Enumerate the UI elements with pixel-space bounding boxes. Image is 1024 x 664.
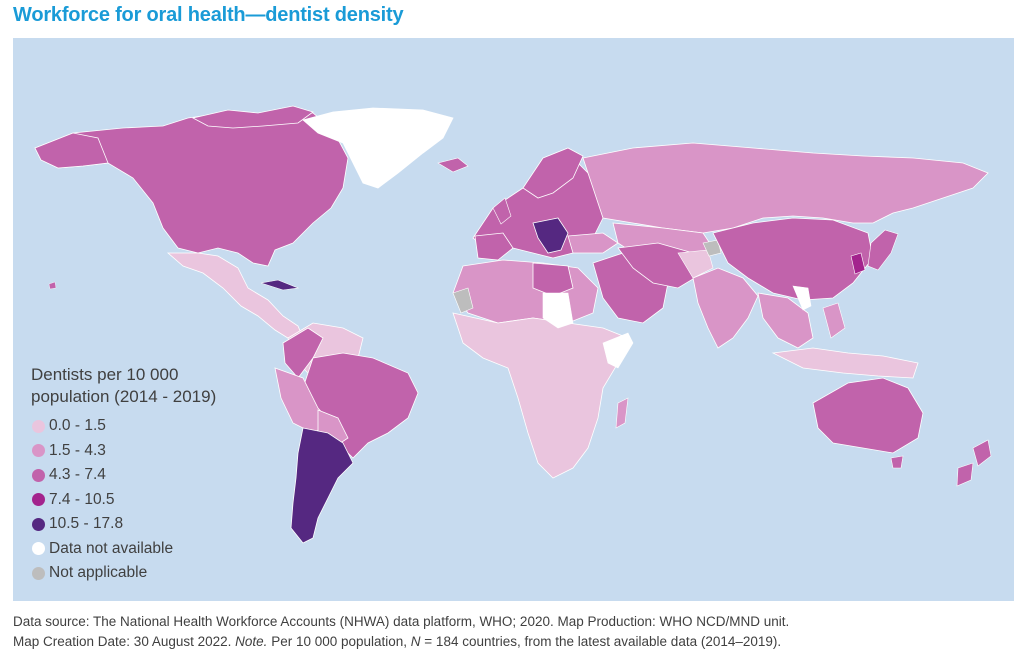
world-map: Dentists per 10 000 population (2014 - 2… [13,38,1014,601]
region-alaska [34,132,109,169]
region-north-america [34,107,349,267]
region-iceland [437,157,469,173]
legend-title-line2: population (2014 - 2019) [31,387,217,406]
legend-item: 0.0 - 1.5 [31,414,261,439]
source-line-1: Data source: The National Health Workfor… [13,614,790,629]
note-text-b: = 184 countries, from the latest availab… [420,634,782,649]
legend-swatch [32,419,45,433]
region-india [692,267,759,349]
legend-item: 7.4 - 10.5 [31,488,261,513]
legend-item: 10.5 - 17.8 [31,512,261,537]
region-cuba [260,279,300,291]
legend-label: Data not available [49,539,174,557]
legend-swatch [32,566,45,580]
legend-label: 1.5 - 4.3 [49,441,106,459]
world-map-svg [34,105,992,544]
region-new-zealand [972,439,992,467]
region-uk [492,197,512,225]
n-variable: N [410,634,421,649]
note-text-a: Per 10 000 population, [267,634,411,649]
region-iberia [474,232,514,261]
map-title: Workforce for oral health—dentist densit… [13,4,404,26]
region-new-zealand-south [956,462,974,487]
region-somalia [602,332,634,369]
region-afghanistan [677,249,714,279]
note-label: Note. [235,634,268,649]
region-western-sahara [452,287,474,314]
region-sudan [542,292,574,329]
legend-swatch [32,444,45,458]
region-china [712,217,874,301]
legend-item: Not applicable [31,561,261,586]
region-libya [532,262,574,297]
region-balkans [532,217,569,254]
region-kashmir [702,239,722,257]
legend-label: Not applicable [49,564,148,582]
region-korea [850,252,866,275]
region-vietnam [792,285,812,311]
legend-items: 0.0 - 1.5 1.5 - 4.3 4.3 - 7.4 7.4 - 10.5… [31,414,261,586]
region-argentina [290,427,354,544]
region-hawaii [48,281,57,290]
legend-item: 1.5 - 4.3 [31,439,261,464]
region-scandinavia [522,147,584,199]
legend-swatch [32,468,45,482]
legend-swatch [32,542,45,556]
region-indonesia [771,347,919,379]
source-line-2: Map Creation Date: 30 August 2022. Note.… [13,632,1013,652]
map-legend: Dentists per 10 000 population (2014 - 2… [31,364,261,586]
creation-date-text: Map Creation Date: 30 August 2022. [13,634,236,649]
region-greenland [302,107,454,189]
legend-label: 7.4 - 10.5 [49,490,115,508]
region-philippines [822,302,846,339]
legend-label: 0.0 - 1.5 [49,417,106,435]
region-tasmania [890,455,904,469]
region-sub-saharan-africa [452,312,629,479]
legend-label: 10.5 - 17.8 [49,515,124,533]
legend-item: 4.3 - 7.4 [31,463,261,488]
legend-item: Data not available [31,537,261,562]
region-turkey [567,232,619,254]
region-arctic-islands [191,105,314,129]
data-source-note: Data source: The National Health Workfor… [13,612,1013,652]
region-australia [812,377,924,454]
region-north-africa [452,259,599,324]
legend-label: 4.3 - 7.4 [49,466,106,484]
region-southeast-asia [757,292,814,349]
legend-swatch [32,517,45,531]
legend-title-line1: Dentists per 10 000 [31,365,179,384]
region-mexico [166,252,304,341]
legend-title: Dentists per 10 000 population (2014 - 2… [31,364,261,408]
legend-swatch [32,493,45,507]
region-madagascar [615,397,629,429]
region-japan [867,229,899,271]
